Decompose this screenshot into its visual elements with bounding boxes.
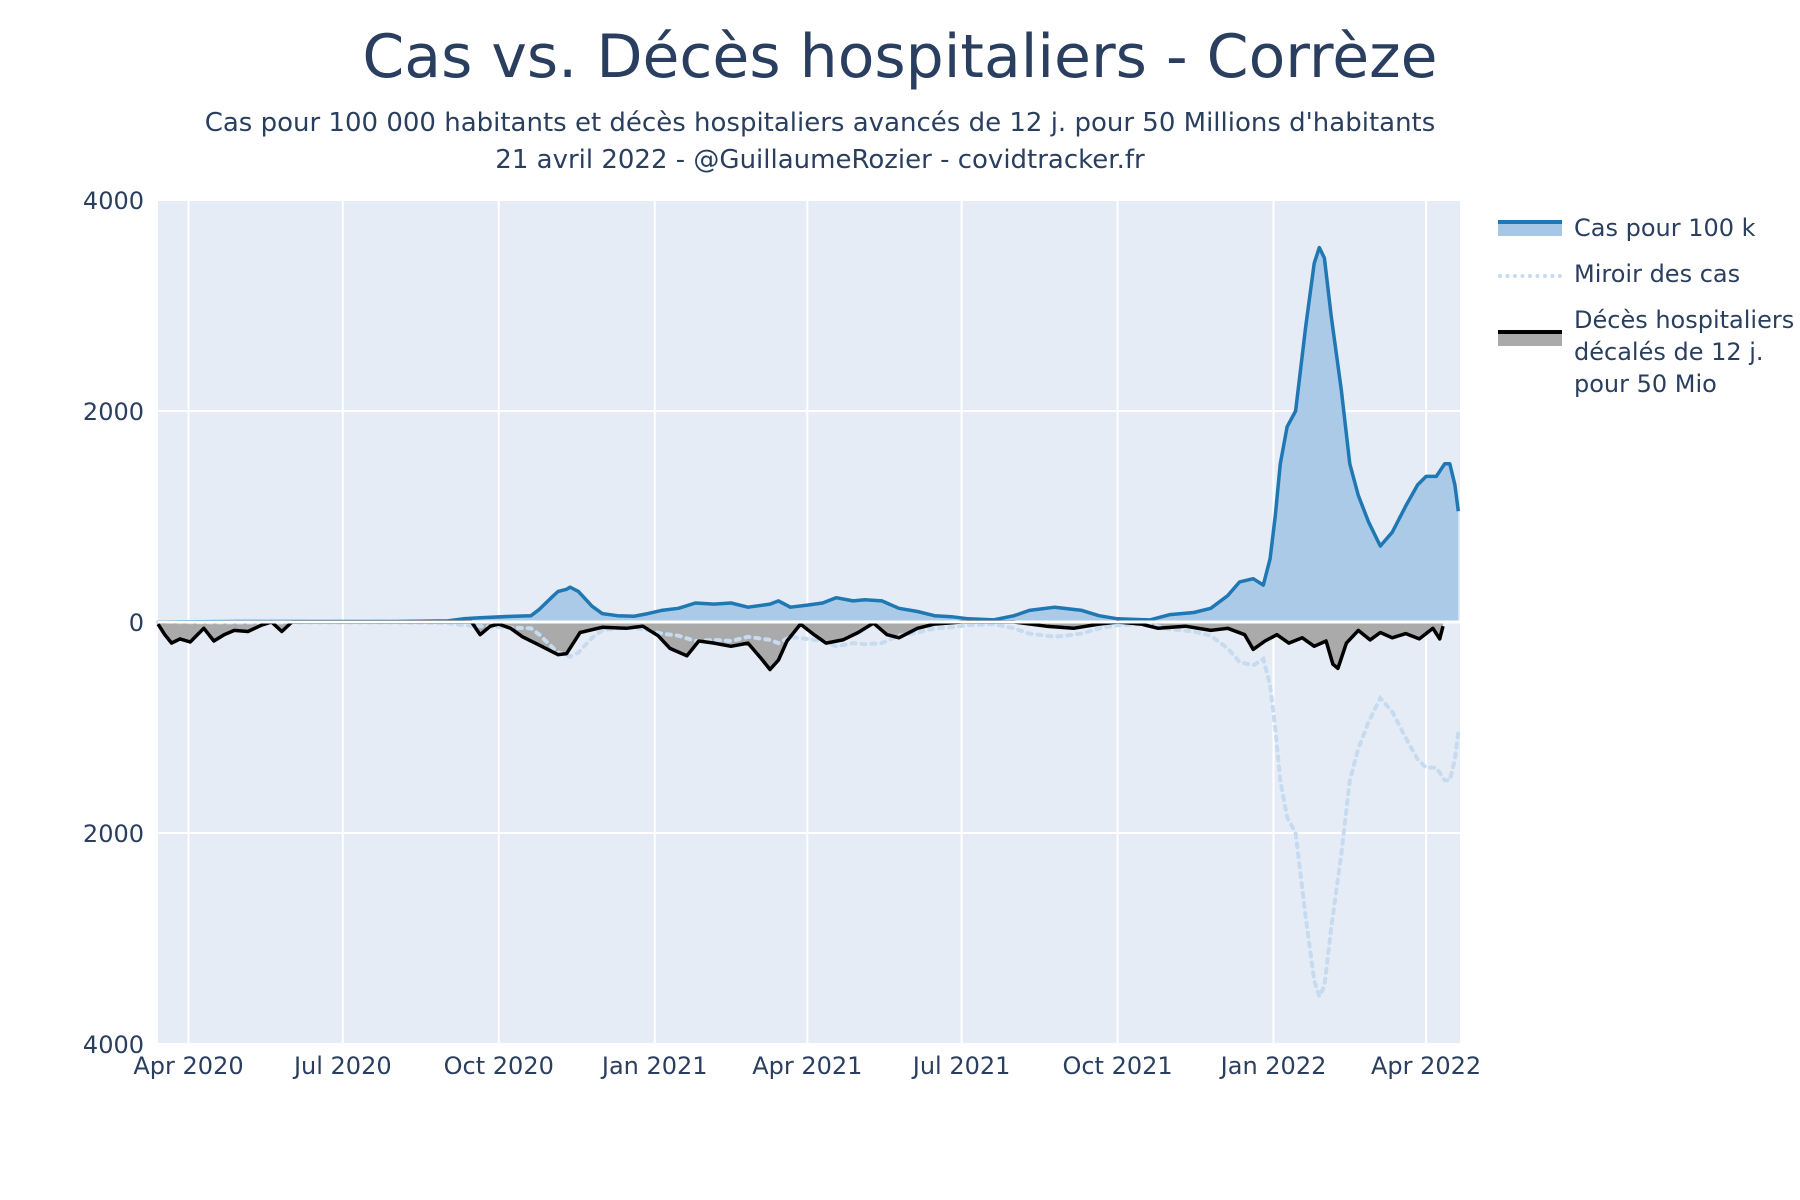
x-tick-label-3: Jan 2021 (600, 1052, 708, 1080)
legend-swatch-mirror (1498, 260, 1562, 290)
series-cases-line (157, 245, 1461, 624)
x-tick-label-1: Jul 2020 (292, 1052, 392, 1080)
x-tick-label-4: Apr 2021 (752, 1052, 862, 1080)
series-layer (156, 245, 1461, 1002)
legend: Cas pour 100 k Miroir des cas Décès hosp… (1498, 212, 1798, 414)
chart-subtitle: Cas pour 100 000 habitants et décès hosp… (204, 108, 1436, 138)
y-tick-label-3: 2000 (83, 820, 144, 848)
x-tick-label-6: Oct 2021 (1062, 1052, 1172, 1080)
x-axis-tick-labels: Apr 2020 Jul 2020 Oct 2020 Jan 2021 Apr 2021… (133, 1052, 1481, 1080)
legend-item-deaths[interactable]: Décès hospitaliers décalés de 12 j. pour… (1498, 304, 1798, 400)
x-tick-label-8: Apr 2022 (1371, 1052, 1481, 1080)
x-tick-label-2: Oct 2020 (444, 1052, 554, 1080)
y-axis-tick-labels: 4000 2000 0 2000 4000 (83, 187, 144, 1059)
x-tick-label-5: Jul 2021 (911, 1052, 1011, 1080)
series-cases-area (158, 247, 1459, 622)
x-tick-label-7: Jan 2022 (1219, 1052, 1327, 1080)
y-tick-label-1: 2000 (83, 398, 144, 426)
legend-swatch-cases (1498, 214, 1562, 244)
y-tick-label-2: 0 (129, 609, 144, 637)
chart-title: Cas vs. Décès hospitaliers - Corrèze (362, 22, 1438, 92)
x-tick-label-0: Apr 2020 (133, 1052, 243, 1080)
chart-subtitle-credits: 21 avril 2022 - @GuillaumeRozier - covid… (495, 145, 1145, 175)
legend-label-cases: Cas pour 100 k (1574, 214, 1756, 242)
legend-item-cases[interactable]: Cas pour 100 k (1498, 212, 1798, 244)
legend-item-mirror[interactable]: Miroir des cas (1498, 258, 1798, 290)
legend-label-mirror: Miroir des cas (1574, 260, 1741, 288)
legend-swatch-deaths (1498, 324, 1562, 354)
y-tick-label-0: 4000 (83, 187, 144, 215)
legend-label-deaths: Décès hospitaliers décalés de 12 j. pour… (1574, 306, 1795, 398)
series-mirror-line (156, 620, 1461, 1002)
y-tick-label-4: 4000 (83, 1031, 144, 1059)
